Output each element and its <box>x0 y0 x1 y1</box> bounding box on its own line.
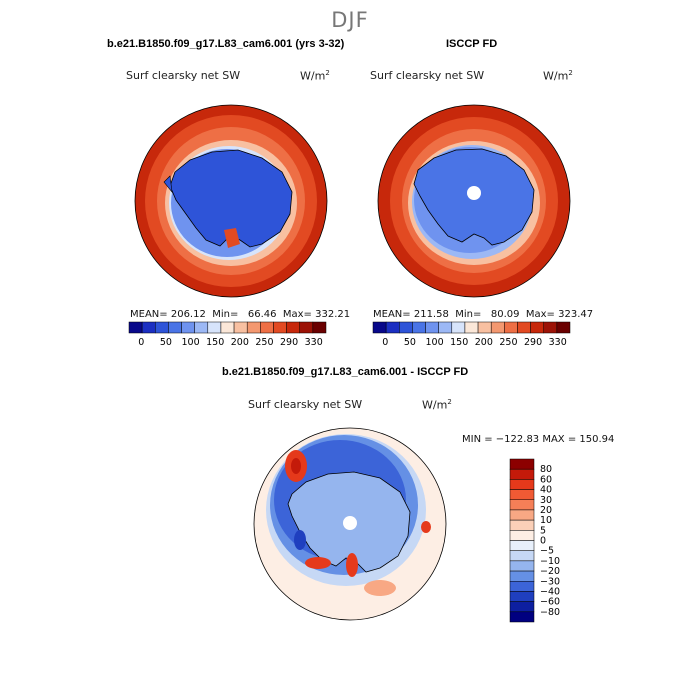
colorbar1-tick-label: 250 <box>255 337 273 348</box>
colorbar1-tick-label: 200 <box>231 337 249 348</box>
colorbar2-swatch <box>504 321 518 334</box>
colorbar2-swatch <box>556 321 571 334</box>
colorbar-diff-swatch <box>509 499 535 511</box>
colorbar-diff-tick-label: −10 <box>540 556 560 567</box>
colorbar1-tick-label: 330 <box>305 337 323 348</box>
colorbar-diff-tick-label: −80 <box>540 607 560 618</box>
colorbar1-swatch <box>194 321 209 334</box>
colorbar2-swatch <box>425 321 439 334</box>
colorbar2-swatch <box>490 321 505 334</box>
colorbar1-swatch <box>128 321 143 334</box>
colorbar-diff-swatch <box>509 509 535 521</box>
colorbar2-tick-label: 100 <box>425 337 443 348</box>
colorbar1-swatch <box>141 321 156 334</box>
colorbar-diff-swatch <box>509 530 535 541</box>
season-title: DJF <box>331 8 369 32</box>
panel3-minmax: MIN = −122.83 MAX = 150.94 <box>462 434 615 445</box>
colorbar-diff-tick-label: 5 <box>540 525 546 536</box>
colorbar2-swatch <box>543 321 558 334</box>
panel3-title: b.e21.B1850.f09_g17.L83_cam6.001 - ISCCP… <box>222 366 469 378</box>
colorbar-diff-swatch <box>509 489 535 500</box>
colorbar1-swatch <box>312 321 327 334</box>
colorbar-diff-swatch <box>509 550 535 562</box>
colorbar2-swatch <box>385 321 400 334</box>
colorbar2-tick-label: 50 <box>404 337 416 348</box>
panel3-map <box>254 428 446 620</box>
colorbar2-swatch <box>464 321 479 334</box>
colorbar-diff-tick-label: 10 <box>540 515 552 526</box>
panel1-units: W/m2 <box>300 69 330 83</box>
panel1-variable: Surf clearsky net SW <box>126 69 241 82</box>
colorbar1-tick-label: 150 <box>206 337 224 348</box>
colorbar-diff-swatch <box>509 560 535 572</box>
colorbar-diff-tick-label: −5 <box>540 546 554 557</box>
panel1-antarctica <box>169 149 293 248</box>
panel2-title: ISCCP FD <box>446 38 498 50</box>
colorbar2-tick-label: 290 <box>524 337 542 348</box>
colorbar1-tick-label: 50 <box>160 337 172 348</box>
panel3-units: W/m2 <box>422 398 452 412</box>
colorbar-diff-swatch <box>509 611 535 623</box>
colorbar1-swatch <box>181 321 195 334</box>
colorbar1-swatch <box>220 321 235 334</box>
colorbar-diff-swatch <box>509 479 535 490</box>
colorbar-panel1: 0 50 100 150 200 250 290 330 <box>128 321 327 348</box>
colorbar2-tick-label: 0 <box>382 337 388 348</box>
panel2-units: W/m2 <box>543 69 573 83</box>
panel1-title: b.e21.B1850.f09_g17.L83_cam6.001 (yrs 3-… <box>107 38 345 50</box>
colorbar1-swatch <box>246 321 261 334</box>
panel2-variable: Surf clearsky net SW <box>370 69 485 82</box>
colorbar1-swatch <box>233 321 248 334</box>
colorbar2-swatch <box>372 321 387 334</box>
colorbar2-swatch <box>412 321 426 334</box>
colorbar-diff-tick-label: −30 <box>540 576 560 587</box>
colorbar1-swatch <box>260 321 274 334</box>
panel2-map <box>378 105 570 297</box>
colorbar2-swatch <box>438 321 453 334</box>
colorbar-diff-swatch <box>509 601 535 613</box>
colorbar2-swatch <box>451 321 466 334</box>
colorbar2-tick-label: 330 <box>549 337 567 348</box>
panel1-stats: MEAN= 206.12 Min= 66.46 Max= 332.21 <box>130 309 351 320</box>
colorbar1-tick-label: 100 <box>181 337 199 348</box>
colorbar2-swatch <box>477 321 492 334</box>
colorbar1-swatch <box>286 321 300 334</box>
colorbar-diff-tick-label: 40 <box>540 485 552 496</box>
panel3-variable: Surf clearsky net SW <box>248 398 363 411</box>
colorbar2-tick-label: 200 <box>475 337 493 348</box>
colorbar-diff-swatch <box>509 458 535 470</box>
colorbar2-swatch <box>399 321 413 334</box>
colorbar-diff-tick-label: 20 <box>540 505 552 516</box>
colorbar-diff-swatch <box>509 581 535 592</box>
colorbar-panel2: 0 50 100 150 200 250 290 330 <box>372 321 571 348</box>
panel2-stats: MEAN= 211.58 Min= 80.09 Max= 323.47 <box>373 309 594 320</box>
colorbar1-swatch <box>299 321 314 334</box>
colorbar-diff-swatch <box>509 519 535 531</box>
colorbar-diff-swatch <box>509 591 535 602</box>
colorbar1-swatch <box>273 321 287 334</box>
colorbar-diff-swatch <box>509 468 535 480</box>
colorbar2-tick-label: 250 <box>499 337 517 348</box>
colorbar-diff-tick-label: −20 <box>540 566 560 577</box>
colorbar2-swatch <box>517 321 531 334</box>
colorbar-diff-tick-label: 80 <box>540 464 552 475</box>
colorbar2-tick-label: 150 <box>450 337 468 348</box>
colorbar1-tick-label: 0 <box>138 337 144 348</box>
colorbar1-swatch <box>168 321 182 334</box>
colorbar-diff-swatch <box>509 570 535 582</box>
panel1-map <box>135 105 327 297</box>
colorbar-diff-tick-label: 60 <box>540 474 552 485</box>
colorbar2-swatch <box>530 321 544 334</box>
colorbar1-tick-label: 290 <box>280 337 298 348</box>
colorbar1-swatch <box>207 321 222 334</box>
colorbar-diff-tick-label: −60 <box>540 597 560 608</box>
colorbar-diff-tick-label: −40 <box>540 586 560 597</box>
colorbar-diff-tick-label: 30 <box>540 495 552 506</box>
colorbar-diff-swatch <box>509 540 535 551</box>
colorbar1-swatch <box>155 321 169 334</box>
colorbar-diff-tick-label: 0 <box>540 536 546 547</box>
